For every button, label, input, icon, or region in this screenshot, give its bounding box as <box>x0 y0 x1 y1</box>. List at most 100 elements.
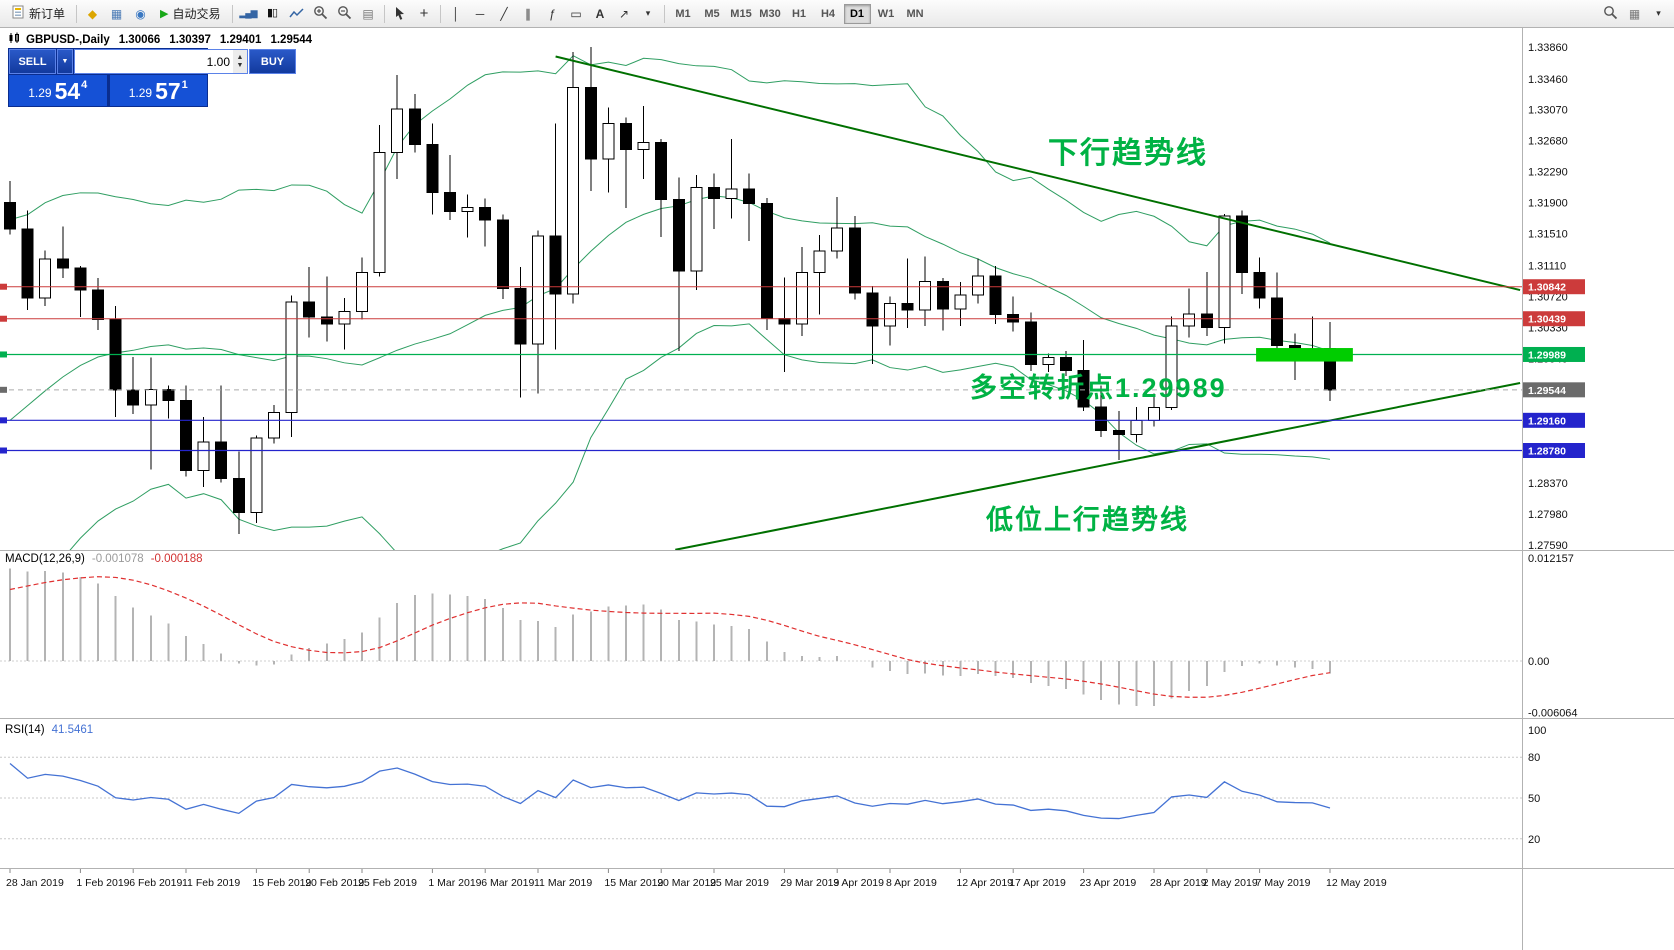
timeframe-button-m30[interactable]: M30 <box>757 4 784 24</box>
bar-chart-type-button[interactable]: ▂▄▆ <box>237 3 260 25</box>
zoom-out-button[interactable] <box>333 3 356 25</box>
macd-signal-value: -0.000188 <box>150 553 203 565</box>
price-tag-label: 1.29160 <box>1528 415 1566 427</box>
bullish-candle <box>690 187 703 272</box>
price-axis-label: 1.30720 <box>1528 291 1568 303</box>
buy-button[interactable]: BUY <box>249 49 296 74</box>
date-axis-label: 11 Feb 2019 <box>182 877 240 889</box>
bullish-candle <box>1130 419 1143 436</box>
date-axis-label: 20 Feb 2019 <box>305 877 364 889</box>
zoom-in-button[interactable] <box>309 3 332 25</box>
volume-dropdown-button[interactable]: ▼ <box>57 49 73 74</box>
crosshair-button[interactable]: + <box>413 3 436 25</box>
bullish-candle <box>567 87 580 295</box>
sell-button[interactable]: SELL <box>9 49 56 74</box>
sell-price-display[interactable]: 1.29 54 4 <box>9 75 107 106</box>
date-axis-label: 12 May 2019 <box>1326 877 1387 889</box>
macd-panel[interactable] <box>0 568 1522 707</box>
toolbar-options-button[interactable]: ▾ <box>1647 3 1670 25</box>
pivot-line-left-stub <box>0 351 7 358</box>
bearish-candle <box>620 122 632 150</box>
bearish-candle <box>1077 369 1090 408</box>
date-axis-label: 28 Apr 2019 <box>1150 877 1207 889</box>
bearish-candle <box>444 191 456 212</box>
timeframe-button-m1[interactable]: M1 <box>670 4 697 24</box>
vertical-line-tool-button[interactable]: │ <box>445 3 468 25</box>
data-window-button[interactable]: ◉ <box>129 3 152 25</box>
main-price-panel[interactable] <box>0 47 1522 621</box>
bearish-candle <box>584 87 597 160</box>
descending-trendline-label[interactable]: 下行趋势线 <box>1048 137 1208 170</box>
rsi-line <box>9 763 1331 820</box>
new-chart-button[interactable]: ◆ <box>81 3 104 25</box>
data-window-icon: ◉ <box>135 6 146 21</box>
shapes-tool-button[interactable]: ▭ <box>565 3 588 25</box>
bullish-candle <box>1183 313 1196 327</box>
bearish-candle <box>426 144 439 193</box>
resistance-line-2-price-tag <box>1523 311 1585 327</box>
bollinger-middle-band <box>9 195 1331 421</box>
arrow-tool-button[interactable]: ↗ <box>613 3 636 25</box>
bullish-candle <box>1148 407 1160 421</box>
bearish-candle <box>215 441 228 479</box>
pivot-point-label[interactable]: 多空转折点1.29989 <box>970 373 1227 403</box>
bearish-candle <box>1253 272 1266 299</box>
line-chart-type-button[interactable] <box>285 3 308 25</box>
timeframe-button-w1[interactable]: W1 <box>873 4 900 24</box>
toolbar-separator <box>76 4 78 23</box>
price-axis-label: 1.31900 <box>1528 198 1568 210</box>
candlestick-chart-type-button[interactable]: ▮▯ <box>261 3 284 25</box>
timeframe-button-m15[interactable]: M15 <box>728 4 755 24</box>
rsi-label: RSI(14) <box>5 724 45 736</box>
bearish-candle <box>320 316 333 325</box>
new-order-button[interactable]: 新订单 <box>4 3 72 25</box>
more-tools-button[interactable]: ▾ <box>637 3 660 25</box>
timeframe-button-h4[interactable]: H4 <box>815 4 842 24</box>
volume-input[interactable] <box>75 50 233 73</box>
descending-trendline[interactable] <box>555 55 1521 292</box>
bearish-candle <box>743 188 756 204</box>
tile-windows-button[interactable]: ▤ <box>357 3 380 25</box>
symbol-search-button[interactable] <box>1599 3 1622 25</box>
date-axis-label: 11 Mar 2019 <box>534 877 592 889</box>
channel-tool-button[interactable]: ∥ <box>517 3 540 25</box>
bollinger-upper-band <box>9 55 1331 247</box>
horizontal-line-tool-button[interactable]: ─ <box>469 3 492 25</box>
top-toolbar: 新订单 ◆ ▦ ◉ ▶ 自动交易 ▂▄▆ ▮▯ ▤ + │ ─ ╱ ∥ ƒ ▭ … <box>0 0 1674 28</box>
cursor-button[interactable] <box>389 3 412 25</box>
support-line-1-left-stub <box>0 417 7 424</box>
price-tag-label: 1.29544 <box>1528 385 1566 397</box>
panel-separators <box>0 28 1674 950</box>
bearish-candle <box>479 206 492 221</box>
auto-trading-button[interactable]: ▶ 自动交易 <box>153 3 227 25</box>
trendline-tool-button[interactable]: ╱ <box>493 3 516 25</box>
auto-trading-label: 自动交易 <box>172 7 221 21</box>
bearish-candle <box>127 389 140 406</box>
close-value: 1.29544 <box>270 33 313 46</box>
bullish-candle <box>972 275 984 296</box>
buy-price-display[interactable]: 1.29 57 1 <box>109 75 207 106</box>
bearish-candle <box>303 301 316 318</box>
rsi-panel[interactable] <box>0 756 1522 840</box>
bearish-candle <box>232 477 245 513</box>
timeframe-button-h1[interactable]: H1 <box>786 4 813 24</box>
volume-up-button[interactable]: ▲ <box>236 53 244 61</box>
text-tool-button[interactable]: A <box>589 3 612 25</box>
panels-button[interactable]: ▦ <box>1623 3 1646 25</box>
ascending-trendline-label[interactable]: 低位上行趋势线 <box>986 505 1189 535</box>
timeframe-button-m5[interactable]: M5 <box>699 4 726 24</box>
ascending-trendline[interactable] <box>675 382 1521 550</box>
macd-axis-label: 0.00 <box>1528 656 1549 668</box>
volume-down-button[interactable]: ▼ <box>236 61 244 69</box>
bullish-candle <box>796 272 808 325</box>
pivot-highlight-rect[interactable] <box>1256 348 1353 362</box>
profiles-button[interactable]: ▦ <box>105 3 128 25</box>
bullish-candle <box>391 108 404 154</box>
price-tag-label: 1.29989 <box>1528 349 1566 361</box>
timeframe-button-mn[interactable]: MN <box>902 4 929 24</box>
fibonacci-tool-button[interactable]: ƒ <box>541 3 564 25</box>
bullish-candle <box>1218 215 1231 328</box>
bearish-candle <box>760 202 773 320</box>
timeframe-button-d1[interactable]: D1 <box>843 3 871 24</box>
chart-canvas[interactable]: 1.33860 1.33460 1.33070 1.32680 1.32290 1.319… <box>0 28 1674 950</box>
